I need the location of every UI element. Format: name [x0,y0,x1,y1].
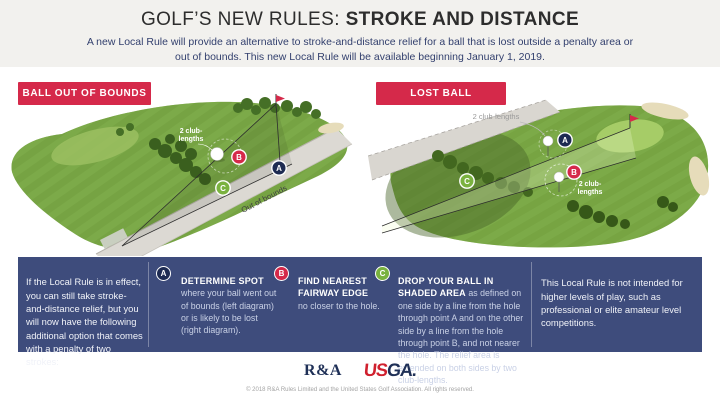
marker-b: B [231,149,247,165]
svg-text:A: A [562,136,568,145]
svg-text:lengths: lengths [578,189,603,196]
trees [149,134,211,185]
boundary-strip [368,99,561,181]
subtitle: A new Local Rule will provide an alterna… [86,36,634,64]
marker-a: A [271,160,287,176]
divider [148,262,149,347]
svg-text:C: C [464,177,470,186]
trees [116,97,321,136]
title-prefix: GOLF’S NEW RULES: [140,9,346,30]
step-a-heading: DETERMINE SPOT [181,275,264,286]
right-diagram: 2 club-lengths A B C 2 club- lengths [368,99,710,248]
club-lengths-label: 2 club- lengths [179,128,213,151]
step-c-badge: C [375,266,390,281]
usga-logo: USGA. [363,360,417,381]
copyright-text: © 2018 R&A Rules Limited and the United … [246,387,474,393]
info-panel: If the Local Rule is in effect, you can … [18,257,702,385]
usga-logo-ga: GA. [385,360,418,380]
golf-ball-icon [210,147,225,162]
svg-text:2 club-: 2 club- [180,128,203,135]
relief-lines [121,103,293,247]
svg-text:lengths: lengths [179,136,204,143]
footer-logos: R&A USGA. [0,360,720,381]
step-b-badge: B [274,266,289,281]
step-c-text: DROP YOUR BALL IN SHADED AREA as defined… [398,275,526,386]
golf-ball-icon [553,171,565,192]
step-c-body: as defined on one side by a line from th… [398,288,524,385]
svg-text:B: B [236,153,242,162]
usga-logo-us: US [362,360,389,380]
svg-text:A: A [276,164,282,173]
step-b-text: FIND NEAREST FAIRWAY EDGE no closer to th… [298,275,386,313]
relief-lines [381,127,637,234]
marker-a: A [557,132,573,148]
tee-area [100,228,128,249]
club-lengths-label: 2 club-lengths [473,112,546,137]
step-a-body: where your ball went out of bounds (left… [181,288,277,336]
svg-text:2 club-: 2 club- [579,181,602,188]
step-b-heading: FIND NEAREST FAIRWAY EDGE [298,275,369,299]
bunker [641,102,689,120]
intro-text: If the Local Rule is in effect, you can … [26,276,143,368]
step-b-body: no closer to the hole. [298,300,380,311]
relief-radius [544,163,578,197]
divider [531,262,532,347]
marker-c: C [459,173,475,189]
golf-ball-icon [542,135,554,156]
lost-ball-badge: LOST BALL [376,82,506,105]
bunker [318,122,344,134]
svg-text:2 club-lengths: 2 club-lengths [473,112,520,121]
putting-green [596,119,664,153]
title-emphasis: STROKE AND DISTANCE [345,9,580,30]
step-a-badge: A [156,266,171,281]
ball-out-of-bounds-badge: BALL OUT OF BOUNDS [18,82,151,105]
randa-logo: R&A [304,361,342,379]
flag-icon [629,114,639,128]
note-text: This Local Rule is not intended for high… [541,277,683,329]
marker-c: C [215,180,231,196]
club-lengths-label: 2 club- lengths [578,181,603,196]
page-title: GOLF’S NEW RULES: STROKE AND DISTANCE [0,0,720,31]
step-a-text: DETERMINE SPOT where your ball went out o… [181,275,277,337]
flag-icon [275,94,285,108]
left-diagram: 2 club- lengths B A C Out of bounds [11,94,353,256]
step-c-heading: DROP YOUR BALL IN SHADED AREA [398,275,494,299]
svg-text:B: B [571,168,577,177]
bunker [688,156,710,196]
header: GOLF’S NEW RULES: STROKE AND DISTANCE A … [0,0,720,67]
upper-fairway [51,126,139,166]
marker-b: B [566,164,582,180]
trees [567,196,678,229]
svg-text:C: C [220,184,226,193]
